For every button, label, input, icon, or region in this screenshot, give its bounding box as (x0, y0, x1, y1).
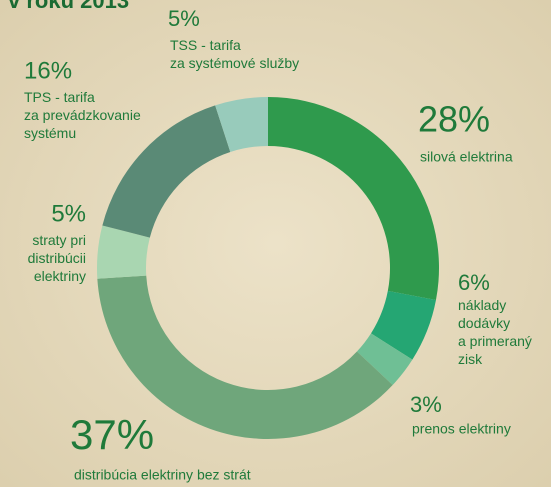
value-label: 5% (168, 6, 200, 31)
slice-label: straty pri distribúcii elektriny (28, 232, 86, 284)
slice-label: náklady dodávky a primeraný zisk (458, 297, 532, 367)
slice (97, 225, 150, 279)
value-label: 6% (458, 270, 490, 295)
value-label: 16% (24, 57, 72, 84)
slice (215, 97, 268, 152)
slice-label: silová elektrina (420, 149, 513, 165)
slice (102, 105, 231, 238)
slice-label: TSS - tarifa za systémové služby (170, 37, 299, 71)
slice (371, 290, 436, 360)
slice-label: prenos elektriny (412, 421, 511, 437)
chart-title: v roku 2013 (8, 0, 129, 13)
slice-label: TPS - tarifa za prevádzkovanie systému (24, 89, 141, 141)
value-label: 5% (51, 200, 86, 227)
slice (268, 97, 439, 301)
slice-label: distribúcia elektriny bez strát (74, 467, 251, 483)
slice (97, 275, 393, 439)
value-label: 28% (418, 99, 490, 140)
value-label: 37% (70, 411, 154, 458)
slice (356, 333, 413, 386)
value-label: 3% (410, 392, 442, 417)
